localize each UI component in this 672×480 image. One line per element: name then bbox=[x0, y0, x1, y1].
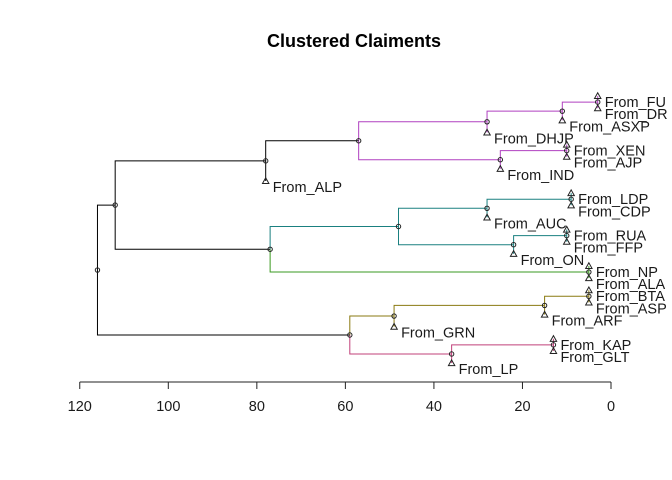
dendrogram-branch bbox=[486, 110, 563, 122]
dendrogram-branch bbox=[398, 207, 488, 227]
dendrogram-branch bbox=[398, 226, 514, 246]
node-point bbox=[448, 351, 455, 357]
leaf-labels: From_FUFrom_DRFrom_ASXPFrom_DHJPFrom_XEN… bbox=[273, 95, 668, 378]
dendrogram-branch bbox=[349, 315, 395, 336]
dendrogram-edges bbox=[96, 96, 599, 364]
leaf-label: From_NP bbox=[596, 265, 658, 281]
x-axis: 120 100 80 60 40 20 0 bbox=[68, 381, 615, 415]
leaf-marker bbox=[540, 310, 549, 318]
leaf-marker bbox=[558, 116, 567, 124]
x-tick-label: 120 bbox=[68, 399, 92, 415]
leaf-marker bbox=[549, 346, 558, 354]
leaf-label: From_RUA bbox=[574, 229, 647, 245]
leaf-label: From_ALP bbox=[273, 180, 342, 196]
leaf-marker bbox=[584, 286, 593, 294]
leaf-label: From_GLT bbox=[560, 350, 629, 366]
leaf-label: From_ASP bbox=[596, 301, 667, 317]
leaf-label: From_ASXP bbox=[569, 119, 650, 135]
node-point bbox=[484, 119, 490, 125]
leaf-label: From_LDP bbox=[578, 192, 648, 208]
leaf-label: From_IND bbox=[507, 168, 574, 184]
leaf-marker bbox=[562, 152, 571, 160]
x-tick-label: 60 bbox=[337, 399, 353, 415]
node-point bbox=[391, 313, 397, 319]
dendrogram-branch bbox=[358, 140, 501, 161]
leaf-marker bbox=[593, 91, 602, 100]
dendrogram-branch bbox=[561, 101, 598, 112]
leaf-marker bbox=[584, 298, 593, 306]
x-tick-label: 80 bbox=[249, 399, 265, 415]
node-point bbox=[262, 158, 269, 164]
chart-title: Clustered Claiments bbox=[267, 31, 441, 51]
dendrogram-branch bbox=[114, 160, 266, 206]
leaf-marker bbox=[496, 164, 505, 172]
leaf-label: From_AUC bbox=[494, 216, 567, 232]
leaf-marker bbox=[390, 322, 399, 330]
leaf-marker bbox=[482, 213, 492, 221]
leaf-marker bbox=[562, 237, 571, 245]
leaf-marker bbox=[584, 273, 593, 282]
dendrogram-branch bbox=[513, 235, 567, 245]
leaf-marker bbox=[447, 358, 456, 367]
x-tick-label: 0 bbox=[607, 399, 615, 415]
leaf-marker bbox=[567, 188, 576, 197]
leaf-label: From_DHJP bbox=[494, 131, 574, 147]
leaf-label: From_XEN bbox=[574, 144, 646, 160]
leaf-label: From_AJP bbox=[574, 156, 643, 172]
leaf-label: From_FU bbox=[605, 95, 666, 111]
leaf-marker bbox=[593, 103, 602, 112]
leaf-label: From_BTA bbox=[596, 289, 665, 305]
leaf-marker bbox=[562, 140, 571, 148]
leaf-marker bbox=[584, 261, 593, 270]
leaf-label: From_LP bbox=[459, 362, 519, 378]
dendrogram-branch bbox=[96, 270, 350, 336]
node-point bbox=[347, 332, 353, 338]
node-point bbox=[355, 138, 362, 144]
x-tick-label: 20 bbox=[514, 399, 530, 415]
dendrogram-branch bbox=[269, 249, 589, 273]
leaf-label: From_GRN bbox=[401, 326, 475, 342]
leaf-label: From_ARF bbox=[552, 314, 623, 330]
node-point bbox=[497, 157, 504, 163]
leaf-marker bbox=[509, 249, 518, 257]
leaf-label: From_FFP bbox=[574, 241, 643, 257]
dendrogram-branch bbox=[269, 226, 399, 250]
leaf-label: From_ON bbox=[521, 253, 585, 269]
leaf-marker bbox=[567, 201, 576, 209]
dendrogram-branch bbox=[393, 304, 545, 317]
dendrogram-branch bbox=[451, 344, 554, 354]
leaf-marker bbox=[549, 334, 558, 342]
leaf-marker bbox=[261, 176, 270, 185]
node-point bbox=[541, 302, 548, 309]
dendrogram-branch bbox=[349, 335, 452, 355]
node-point bbox=[559, 108, 566, 114]
x-tick-label: 40 bbox=[426, 399, 442, 415]
dendrogram-branch bbox=[544, 295, 589, 306]
dendrogram-branch bbox=[96, 204, 116, 271]
node-point bbox=[267, 246, 273, 252]
dendrogram-branch bbox=[114, 205, 271, 250]
dendrogram-nodes bbox=[94, 91, 602, 367]
dendrogram-branch bbox=[486, 198, 572, 209]
node-point bbox=[112, 202, 118, 208]
dendrogram-branch bbox=[358, 121, 488, 141]
leaf-marker bbox=[482, 128, 492, 136]
node-point bbox=[94, 267, 101, 273]
node-point bbox=[484, 205, 490, 211]
dendrogram-branch bbox=[499, 150, 567, 160]
leaf-label: From_ALA bbox=[596, 277, 666, 293]
leaf-label: From_DR bbox=[605, 107, 668, 123]
leaf-label: From_KAP bbox=[560, 338, 631, 354]
leaf-marker bbox=[562, 225, 571, 233]
dendrogram-branch bbox=[265, 140, 359, 161]
node-point bbox=[510, 242, 517, 248]
node-point bbox=[395, 223, 402, 230]
x-tick-label: 100 bbox=[156, 399, 180, 415]
leaf-label: From_CDP bbox=[578, 204, 651, 220]
